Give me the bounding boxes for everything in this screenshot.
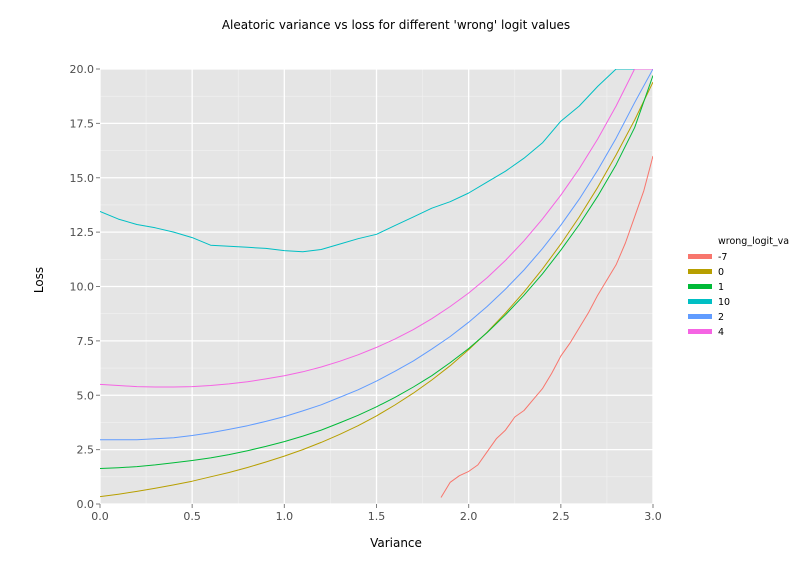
legend-swatch-4 — [688, 329, 712, 334]
y-tick-label: 15.0 — [70, 172, 95, 185]
legend-items: -7 0 1 10 2 4 — [688, 252, 730, 338]
x-axis-ticks: 0.0 0.5 1.0 1.5 2.0 2.5 3.0 — [91, 504, 662, 523]
series-line-4 — [100, 69, 653, 388]
y-tick-label: 20.0 — [70, 63, 95, 76]
series-line-0 — [100, 81, 653, 498]
series-line--7 — [440, 155, 653, 498]
chart-title: Aleatoric variance vs loss for different… — [222, 18, 570, 32]
legend-swatch-0 — [688, 269, 712, 274]
y-tick-label: 17.5 — [70, 117, 95, 130]
series-line-2 — [100, 69, 653, 441]
x-tick-label: 2.0 — [460, 510, 478, 523]
x-tick-label: 2.5 — [552, 510, 570, 523]
legend-swatch--7 — [688, 254, 712, 259]
y-axis-ticks: 0.0 2.5 5.0 7.5 10.0 12.5 15.0 17.5 20.0 — [70, 63, 100, 511]
series-line-10 — [100, 69, 653, 253]
legend-title: wrong_logit_va — [718, 236, 789, 247]
legend-swatch-10 — [688, 299, 712, 304]
legend-label-0: 0 — [718, 267, 724, 278]
legend-label-4: 4 — [718, 327, 724, 338]
x-tick-label: 0.5 — [183, 510, 201, 523]
y-tick-label: 7.5 — [77, 335, 95, 348]
y-tick-label: 2.5 — [77, 444, 95, 457]
legend-label--7: -7 — [718, 252, 727, 263]
x-tick-label: 3.0 — [644, 510, 662, 523]
legend-swatch-2 — [688, 314, 712, 319]
y-axis-title: Loss — [32, 267, 46, 293]
x-tick-label: 1.5 — [368, 510, 386, 523]
y-tick-label: 12.5 — [70, 226, 95, 239]
y-tick-label: 0.0 — [77, 498, 95, 511]
y-tick-label: 5.0 — [77, 389, 95, 402]
legend-label-1: 1 — [718, 282, 724, 293]
legend: wrong_logit_va -7 0 1 10 2 4 — [688, 236, 789, 338]
x-tick-label: 0.0 — [91, 510, 109, 523]
y-tick-label: 10.0 — [70, 281, 95, 294]
series-layer — [100, 69, 653, 498]
legend-label-10: 10 — [718, 297, 730, 308]
legend-swatch-1 — [688, 284, 712, 289]
x-tick-label: 1.0 — [276, 510, 294, 523]
legend-label-2: 2 — [718, 312, 724, 323]
x-axis-title: Variance — [370, 536, 422, 550]
series-line-1 — [100, 75, 653, 469]
